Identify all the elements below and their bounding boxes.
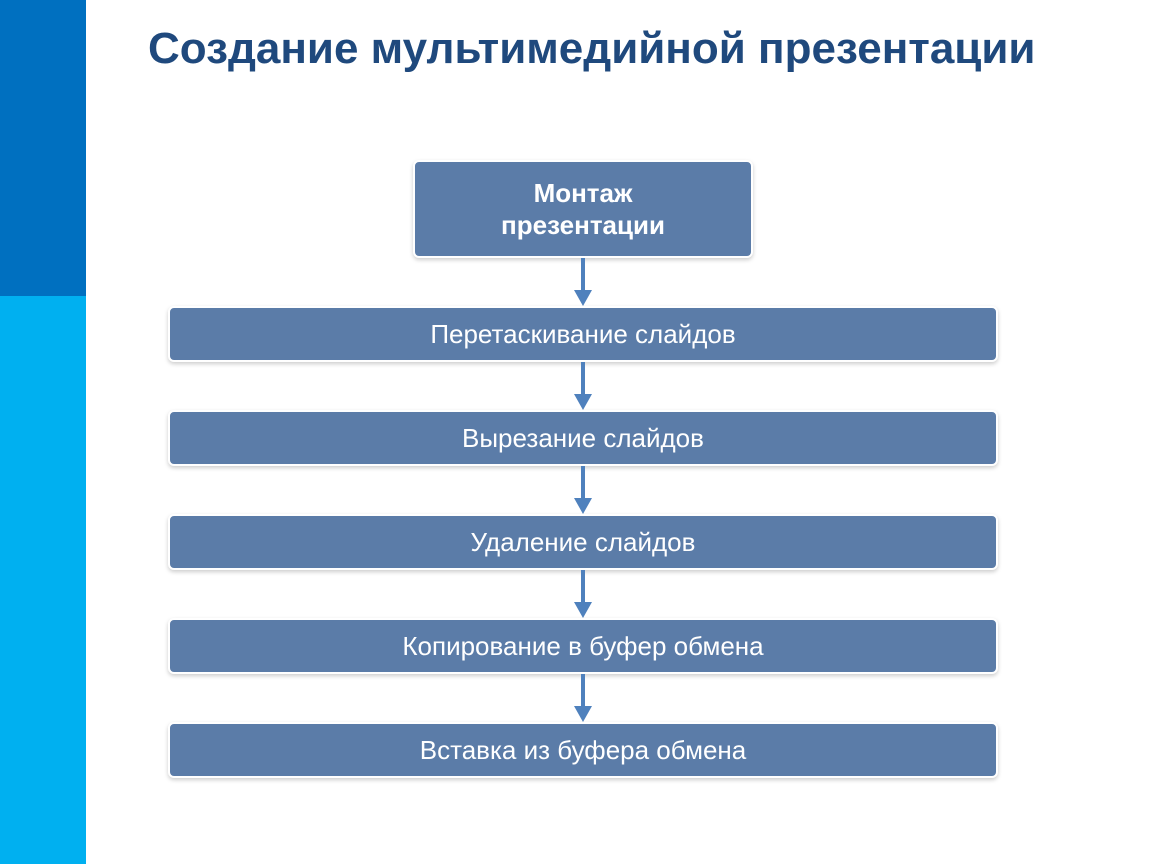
flow-step-label: Копирование в буфер обмена (402, 631, 763, 662)
sidebar-accent-top (0, 0, 86, 296)
arrow-down-icon (563, 570, 603, 618)
flow-step-label: Удаление слайдов (471, 527, 696, 558)
sidebar-accent-bottom (0, 296, 86, 864)
arrow-down-icon (563, 466, 603, 514)
flow-head-line2: презентации (501, 209, 665, 242)
flow-step-label: Вырезание слайдов (462, 423, 704, 454)
flow-step-label: Перетаскивание слайдов (430, 319, 735, 350)
flow-node-step: Вырезание слайдов (168, 410, 998, 466)
arrow-down-icon (563, 258, 603, 306)
flow-node-step: Копирование в буфер обмена (168, 618, 998, 674)
arrow-down-icon (563, 674, 603, 722)
flow-step-label: Вставка из буфера обмена (420, 735, 747, 766)
page-title: Создание мультимедийной презентации (148, 24, 1035, 75)
flow-node-step: Вставка из буфера обмена (168, 722, 998, 778)
flow-node-head: Монтаж презентации (413, 160, 753, 258)
arrow-down-icon (563, 362, 603, 410)
flow-head-line1: Монтаж (534, 177, 633, 210)
flow-node-step: Удаление слайдов (168, 514, 998, 570)
flowchart: Монтаж презентации Перетаскивание слайдо… (168, 160, 998, 778)
flow-node-step: Перетаскивание слайдов (168, 306, 998, 362)
